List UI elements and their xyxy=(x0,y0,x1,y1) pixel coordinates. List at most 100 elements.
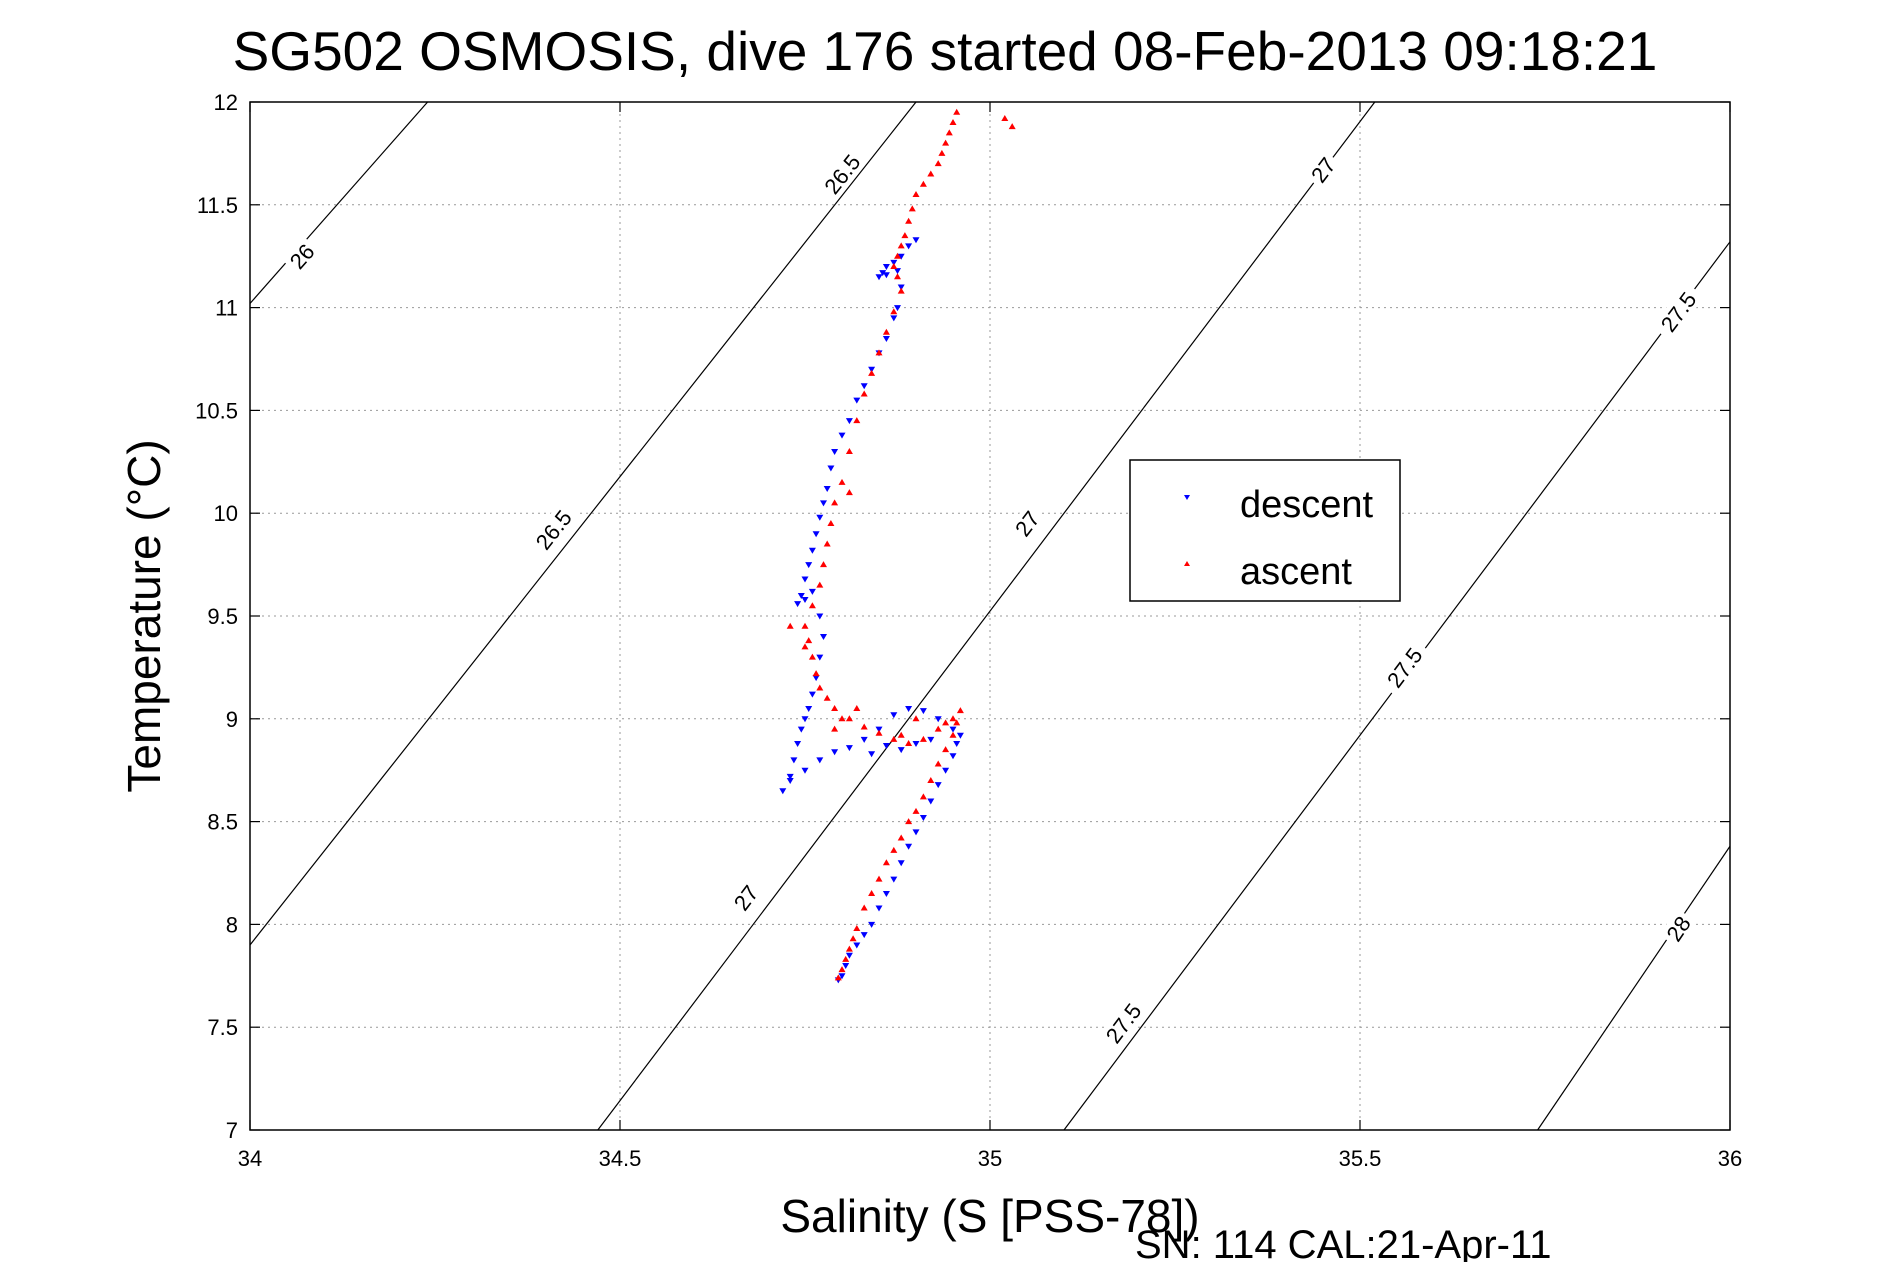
legend-descent-marker xyxy=(1184,495,1190,500)
descent-point xyxy=(875,274,883,281)
ascent-point xyxy=(953,108,961,115)
descent-point xyxy=(820,634,827,641)
descent-point xyxy=(894,305,901,312)
ascent-point xyxy=(831,705,839,712)
descent-point xyxy=(949,753,957,760)
ascent-point xyxy=(860,723,868,730)
y-tick-label: 9.5 xyxy=(207,604,238,629)
y-tick-label: 8 xyxy=(226,912,238,937)
ascent-point xyxy=(801,622,809,629)
descent-point xyxy=(927,798,935,805)
ascent-point xyxy=(838,478,846,485)
ascent-point xyxy=(860,390,868,397)
ascent-point xyxy=(786,622,794,629)
descent-point xyxy=(860,383,868,390)
ascent-point xyxy=(890,735,898,742)
y-tick-label: 7.5 xyxy=(207,1015,238,1040)
y-axis-label: Temperature (°C) xyxy=(118,439,170,792)
ascent-point xyxy=(860,904,868,911)
descent-point xyxy=(794,740,802,747)
ascent-point xyxy=(834,974,842,981)
descent-point xyxy=(816,613,824,620)
descent-point xyxy=(786,773,794,780)
isopycnal-line xyxy=(1537,845,1731,1131)
descent-point xyxy=(934,782,942,789)
ascent-point xyxy=(845,489,853,496)
descent-point xyxy=(934,716,942,723)
ascent-point xyxy=(823,694,831,701)
ascent-point xyxy=(868,369,876,376)
descent-point xyxy=(912,237,920,244)
ascent-point xyxy=(831,725,839,732)
ascent-point xyxy=(949,715,957,722)
ascent-point xyxy=(897,287,905,294)
ascent-point xyxy=(945,129,953,136)
descent-point xyxy=(801,576,809,583)
descent-point xyxy=(882,263,890,270)
ascent-point xyxy=(1008,123,1016,130)
x-tick-label: 34 xyxy=(238,1146,262,1171)
legend: descent ascent xyxy=(1129,459,1401,602)
ascent-point xyxy=(816,684,824,691)
descent-point xyxy=(912,740,920,747)
ascent-point xyxy=(934,160,942,167)
descent-point xyxy=(838,432,846,439)
ascent-point xyxy=(897,834,905,841)
legend-ascent-label: ascent xyxy=(1240,551,1352,593)
isopycnal-label-group: 27.5 xyxy=(1378,637,1431,698)
ascent-point xyxy=(808,602,816,609)
ascent-point xyxy=(942,139,950,146)
ascent-point xyxy=(812,670,820,677)
descent-point xyxy=(805,706,813,713)
isopycnal-label: 27 xyxy=(729,881,764,916)
x-tick-label: 34.5 xyxy=(599,1146,642,1171)
x-tick-label: 36 xyxy=(1718,1146,1742,1171)
y-tick-label: 11 xyxy=(215,296,238,321)
ascent-point xyxy=(838,966,846,973)
isopycnal-line xyxy=(249,101,917,946)
ascent-point xyxy=(1001,114,1009,121)
y-tick-label: 12 xyxy=(214,90,238,115)
descent-point xyxy=(801,597,809,604)
ascent-point xyxy=(823,540,831,547)
descent-point xyxy=(779,788,787,795)
descent-point xyxy=(816,654,824,661)
ascent-point xyxy=(953,719,961,726)
ascent-point xyxy=(842,955,850,962)
isopycnal-label-background xyxy=(282,236,322,277)
ascent-point xyxy=(808,653,816,660)
y-tick-label: 11.5 xyxy=(197,193,238,218)
isopycnal-label-group: 27 xyxy=(1303,149,1343,190)
ascent-point xyxy=(927,776,935,783)
ascent-point xyxy=(912,191,920,198)
descent-point xyxy=(790,757,798,764)
descent-point xyxy=(801,716,809,723)
descent-point xyxy=(879,270,887,277)
descent-point xyxy=(805,562,813,569)
descent-point xyxy=(797,592,805,599)
descent-point xyxy=(842,963,850,970)
isopycnal-label-group: 27.5 xyxy=(1096,993,1150,1053)
descent-point xyxy=(808,547,816,554)
ascent-point xyxy=(934,725,942,732)
isopycnal-label-background xyxy=(1096,993,1150,1053)
isopycnal-label-group: 27 xyxy=(1007,503,1047,544)
ascent-point xyxy=(882,859,890,866)
ascent-point xyxy=(942,719,950,726)
data-points xyxy=(779,108,1016,984)
x-axis-label: Salinity (S [PSS-78]) xyxy=(780,1190,1199,1242)
ascent-point xyxy=(949,731,957,738)
descent-point xyxy=(797,726,805,733)
isopycnal-label-group: 27.5 xyxy=(1651,282,1705,342)
isopycnal-label-background xyxy=(815,144,869,204)
ascent-point xyxy=(901,232,909,239)
isopycnal-label-group: 26 xyxy=(282,236,322,277)
ascent-point xyxy=(949,119,957,126)
y-tick-label: 10 xyxy=(214,501,238,526)
descent-point xyxy=(919,708,927,715)
isopycnal-label-background xyxy=(1007,503,1047,544)
descent-point xyxy=(890,876,898,883)
ascent-point xyxy=(897,731,905,738)
ascent-point xyxy=(868,890,876,897)
